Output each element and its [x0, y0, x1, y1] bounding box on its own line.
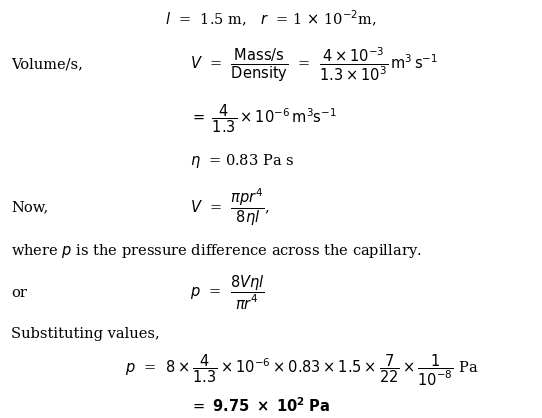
Text: Now,: Now,: [11, 200, 48, 214]
Text: $=$ $\mathbf{9.75\ \times\ 10^{2}\ Pa}$: $=$ $\mathbf{9.75\ \times\ 10^{2}\ Pa}$: [190, 396, 330, 415]
Text: $l$  =  1.5 m,   $r$  = 1 $\times$ 10$^{-2}$m,: $l$ = 1.5 m, $r$ = 1 $\times$ 10$^{-2}$m…: [165, 9, 377, 29]
Text: $V$  =  $\dfrac{\mathrm{Mass/s}}{\mathrm{Density}}$  =  $\dfrac{4\times10^{-3}}{: $V$ = $\dfrac{\mathrm{Mass/s}}{\mathrm{D…: [190, 46, 437, 84]
Text: $\eta$  = 0.83 Pa s: $\eta$ = 0.83 Pa s: [190, 152, 294, 170]
Text: where $p$ is the pressure difference across the capillary.: where $p$ is the pressure difference acr…: [11, 242, 421, 260]
Text: $p$  =  $8\times\dfrac{4}{1.3}\times10^{-6}\times0.83\times1.5\times\dfrac{7}{22: $p$ = $8\times\dfrac{4}{1.3}\times10^{-6…: [125, 352, 478, 387]
Text: $=\;\dfrac{4}{1.3}\times10^{-6}\,\mathrm{m}^{3}\mathrm{s}^{-1}$: $=\;\dfrac{4}{1.3}\times10^{-6}\,\mathrm…: [190, 103, 337, 135]
Text: Volume/s,: Volume/s,: [11, 58, 83, 72]
Text: $p$  =  $\dfrac{8V\eta l}{\pi r^{4}}$: $p$ = $\dfrac{8V\eta l}{\pi r^{4}}$: [190, 273, 264, 312]
Text: Substituting values,: Substituting values,: [11, 327, 159, 342]
Text: or: or: [11, 285, 27, 300]
Text: $V$  =  $\dfrac{\pi p r^{4}}{8\eta l}$,: $V$ = $\dfrac{\pi p r^{4}}{8\eta l}$,: [190, 186, 269, 227]
